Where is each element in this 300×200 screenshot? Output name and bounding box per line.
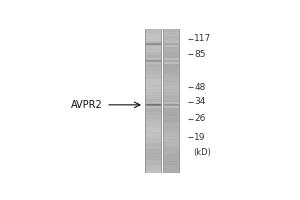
- Text: 26: 26: [194, 114, 206, 123]
- Text: 48: 48: [194, 83, 206, 92]
- Bar: [163, 29, 164, 173]
- Text: 19: 19: [194, 133, 206, 142]
- Text: AVPR2: AVPR2: [71, 100, 103, 110]
- Bar: [161, 29, 162, 173]
- Text: 85: 85: [194, 50, 206, 59]
- Text: 117: 117: [194, 34, 212, 43]
- Bar: [178, 29, 180, 173]
- Text: 34: 34: [194, 97, 206, 106]
- Text: (kD): (kD): [193, 148, 211, 157]
